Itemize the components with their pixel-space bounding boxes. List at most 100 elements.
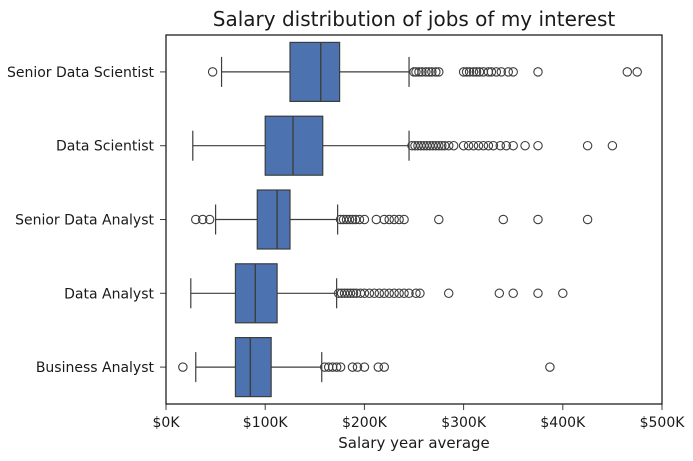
chart-title: Salary distribution of jobs of my intere… bbox=[213, 7, 616, 31]
outlier-point bbox=[458, 67, 469, 77]
outlier-point bbox=[488, 140, 499, 151]
outlier-point bbox=[369, 288, 380, 299]
outlier-point bbox=[471, 67, 482, 77]
outlier-point bbox=[533, 214, 543, 225]
outlier-point bbox=[409, 67, 419, 77]
category-label: Senior Data Analyst bbox=[15, 213, 154, 229]
outlier-point bbox=[533, 140, 543, 151]
outlier-point bbox=[359, 288, 370, 299]
outlier-point bbox=[352, 362, 363, 372]
outlier-point bbox=[494, 288, 505, 299]
outlier-point bbox=[197, 214, 208, 225]
outlier-point bbox=[204, 214, 215, 225]
x-tick-label: $0K bbox=[153, 415, 181, 431]
category-label: Senior Data Scientist bbox=[7, 65, 155, 81]
outlier-point bbox=[491, 67, 502, 77]
x-tick-label: $400K bbox=[540, 415, 586, 431]
outlier-point bbox=[421, 67, 431, 77]
outlier-point bbox=[496, 67, 507, 77]
outlier-point bbox=[424, 67, 434, 77]
outlier-point bbox=[622, 67, 633, 77]
outlier-point bbox=[411, 288, 421, 299]
outlier-point bbox=[498, 214, 509, 225]
outlier-point bbox=[379, 214, 389, 225]
outlier-point bbox=[448, 140, 459, 151]
category-label: Data Scientist bbox=[56, 139, 155, 155]
outlier-point bbox=[389, 214, 399, 225]
outlier-point bbox=[434, 67, 444, 77]
outlier-point bbox=[520, 140, 530, 151]
outlier-point bbox=[508, 288, 518, 299]
outlier-point bbox=[468, 140, 479, 151]
box-group bbox=[178, 337, 555, 398]
outlier-point bbox=[414, 67, 424, 77]
outlier-point bbox=[359, 362, 370, 372]
outlier-point bbox=[501, 140, 512, 151]
outlier-point bbox=[347, 214, 358, 225]
category-label: Business Analyst bbox=[36, 360, 155, 376]
outlier-point bbox=[345, 288, 356, 299]
outlier-point bbox=[394, 214, 404, 225]
outlier-point bbox=[373, 362, 384, 372]
outlier-point bbox=[443, 288, 454, 299]
box-group bbox=[207, 41, 642, 103]
box-iqr bbox=[289, 41, 341, 103]
box-group bbox=[190, 263, 568, 324]
outlier-point bbox=[331, 362, 342, 372]
x-axis-label: Salary year average bbox=[338, 434, 490, 452]
outlier-point bbox=[434, 214, 444, 225]
outlier-point bbox=[389, 288, 399, 299]
outlier-point bbox=[379, 288, 389, 299]
outlier-point bbox=[508, 140, 518, 151]
box-iqr bbox=[264, 115, 324, 176]
outlier-point bbox=[335, 362, 346, 372]
outlier-point bbox=[344, 214, 355, 225]
outlier-point bbox=[443, 140, 454, 151]
outlier-point bbox=[486, 67, 497, 77]
outlier-point bbox=[207, 67, 218, 77]
outlier-point bbox=[464, 67, 475, 77]
outlier-point bbox=[359, 214, 370, 225]
box-iqr bbox=[234, 263, 278, 324]
outlier-point bbox=[495, 140, 506, 151]
category-label: Data Analyst bbox=[64, 286, 154, 302]
outlier-point bbox=[582, 214, 593, 225]
outlier-point bbox=[473, 140, 484, 151]
outlier-point bbox=[533, 288, 543, 299]
outlier-point bbox=[508, 67, 518, 77]
outlier-point bbox=[483, 140, 494, 151]
outlier-point bbox=[458, 140, 469, 151]
outlier-point bbox=[399, 214, 409, 225]
outlier-point bbox=[503, 67, 513, 77]
outlier-point bbox=[178, 362, 188, 372]
outlier-point bbox=[545, 362, 555, 372]
outlier-point bbox=[582, 140, 593, 151]
outlier-point bbox=[374, 288, 385, 299]
outlier-point bbox=[379, 362, 389, 372]
outlier-point bbox=[384, 288, 394, 299]
x-tick-label: $100K bbox=[243, 415, 289, 431]
outlier-point bbox=[463, 140, 474, 151]
outlier-point bbox=[411, 67, 421, 77]
box-iqr bbox=[256, 189, 291, 250]
outlier-point bbox=[404, 288, 414, 299]
outlier-point bbox=[478, 140, 489, 151]
outlier-point bbox=[415, 288, 425, 299]
plot-frame bbox=[165, 34, 663, 405]
outlier-point bbox=[533, 67, 543, 77]
outlier-point bbox=[431, 67, 441, 77]
plot-area: Senior Data Scientist Data Scientist Senio… bbox=[7, 34, 685, 431]
outlier-point bbox=[434, 140, 444, 151]
outlier-point bbox=[461, 67, 472, 77]
outlier-point bbox=[437, 140, 447, 151]
x-tick-label: $300K bbox=[441, 415, 487, 431]
outlier-point bbox=[427, 67, 437, 77]
box-group bbox=[192, 115, 618, 176]
outlier-point bbox=[394, 288, 404, 299]
outlier-point bbox=[417, 67, 427, 77]
outlier-point bbox=[607, 140, 618, 151]
x-tick-label: $200K bbox=[342, 415, 388, 431]
outlier-point bbox=[354, 214, 365, 225]
outlier-point bbox=[468, 67, 479, 77]
